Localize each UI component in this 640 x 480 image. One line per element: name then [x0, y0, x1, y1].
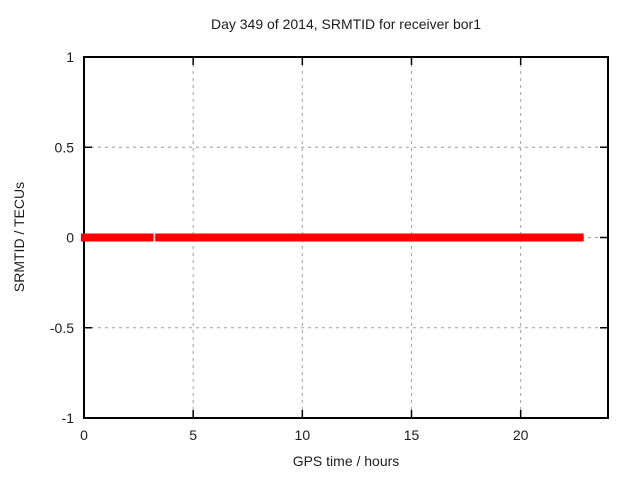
y-tick-label: -0.5	[50, 320, 74, 336]
chart-title: Day 349 of 2014, SRMTID for receiver bor…	[210, 16, 481, 32]
x-tick-label: 10	[295, 427, 311, 443]
y-tick-label: 0	[66, 230, 74, 246]
y-tick-label: -1	[62, 410, 75, 426]
x-tick-label: 0	[80, 427, 88, 443]
y-tick-label: 1	[66, 49, 74, 65]
x-tick-label: 5	[189, 427, 197, 443]
x-tick-label: 20	[513, 427, 529, 443]
y-tick-label: 0.5	[55, 139, 75, 155]
x-axis-label: GPS time / hours	[292, 453, 400, 469]
x-tick-label: 15	[404, 427, 420, 443]
